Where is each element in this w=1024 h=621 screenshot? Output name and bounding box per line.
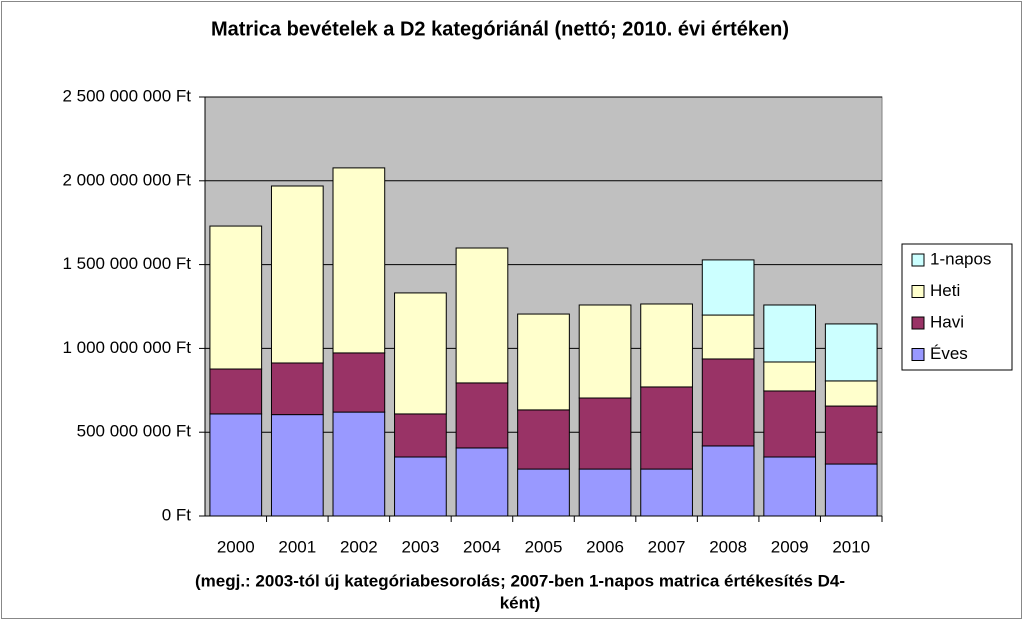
legend-swatch: [911, 253, 925, 267]
bar-segment: [394, 292, 447, 415]
x-tick-label: 2009: [771, 537, 809, 556]
bar-segment: [824, 380, 878, 407]
x-tick-label: 2002: [340, 537, 378, 556]
note: (megj.: 2003-tól új kategóriabesorolás; …: [195, 571, 845, 590]
legend-swatch: [911, 348, 925, 361]
bar-segment: [701, 314, 755, 360]
bar-segment: [517, 468, 570, 517]
x-tick-label: 2001: [278, 537, 316, 556]
legend-label: Havi: [930, 312, 964, 331]
y-tick-label: 1 000 000 000 Ft: [62, 338, 191, 357]
x-tick-label: 2000: [217, 537, 255, 556]
x-tick-label: 2005: [525, 537, 563, 556]
bar-segment: [701, 445, 755, 517]
bar-segment: [763, 456, 817, 517]
bar-segment: [209, 225, 263, 370]
bar-segment: [763, 304, 817, 363]
bar-segment: [517, 313, 570, 411]
bar-segment: [332, 352, 386, 413]
bar-segment: [332, 411, 386, 517]
y-tick-label: 0 Ft: [162, 505, 192, 524]
chart-title: Matrica bevételek a D2 kategóriánál (net…: [211, 18, 789, 40]
bar-segment: [332, 167, 386, 354]
y-tick-label: 500 000 000 Ft: [77, 422, 192, 441]
bar-segment: [763, 390, 817, 458]
bar-segment: [640, 468, 693, 517]
bar-segment: [270, 185, 324, 364]
bar-segment: [578, 468, 632, 517]
x-tick-label: 2003: [401, 537, 439, 556]
bar-segment: [455, 247, 509, 384]
bar-segment: [824, 405, 878, 465]
bar-segment: [455, 447, 509, 517]
bar-segment: [209, 413, 263, 517]
bar-segment: [701, 259, 755, 316]
legend-label: Heti: [930, 281, 960, 300]
x-tick-label: 2006: [586, 537, 624, 556]
y-tick-label: 2 000 000 000 Ft: [62, 170, 191, 189]
x-tick-label: 2008: [709, 537, 747, 556]
legend-swatch: [911, 316, 925, 330]
bar-segment: [270, 414, 324, 517]
bar-segment: [824, 463, 878, 517]
y-tick-label: 1 500 000 000 Ft: [62, 254, 191, 273]
x-tick-label: 2007: [648, 537, 686, 556]
legend-label: 1-napos: [930, 249, 991, 268]
bar-segment: [394, 456, 447, 517]
bar-segment: [394, 413, 447, 458]
bar-segment: [640, 303, 693, 388]
bar-segment: [640, 386, 693, 470]
bar-segment: [209, 368, 263, 415]
x-tick-label: 2004: [463, 537, 501, 556]
note: ként): [500, 593, 541, 612]
bar-segment: [824, 323, 878, 382]
bar-segment: [270, 362, 324, 416]
x-tick-label: 2010: [832, 537, 870, 556]
bar-segment: [578, 304, 632, 399]
legend-label: Éves: [930, 344, 968, 363]
bar-segment: [578, 397, 632, 470]
bar-segment: [455, 382, 509, 449]
y-tick-label: 2 500 000 000 Ft: [62, 86, 191, 105]
bar-segment: [763, 361, 817, 392]
bar-segment: [517, 409, 570, 470]
legend-swatch: [911, 285, 925, 298]
bar-segment: [701, 358, 755, 447]
